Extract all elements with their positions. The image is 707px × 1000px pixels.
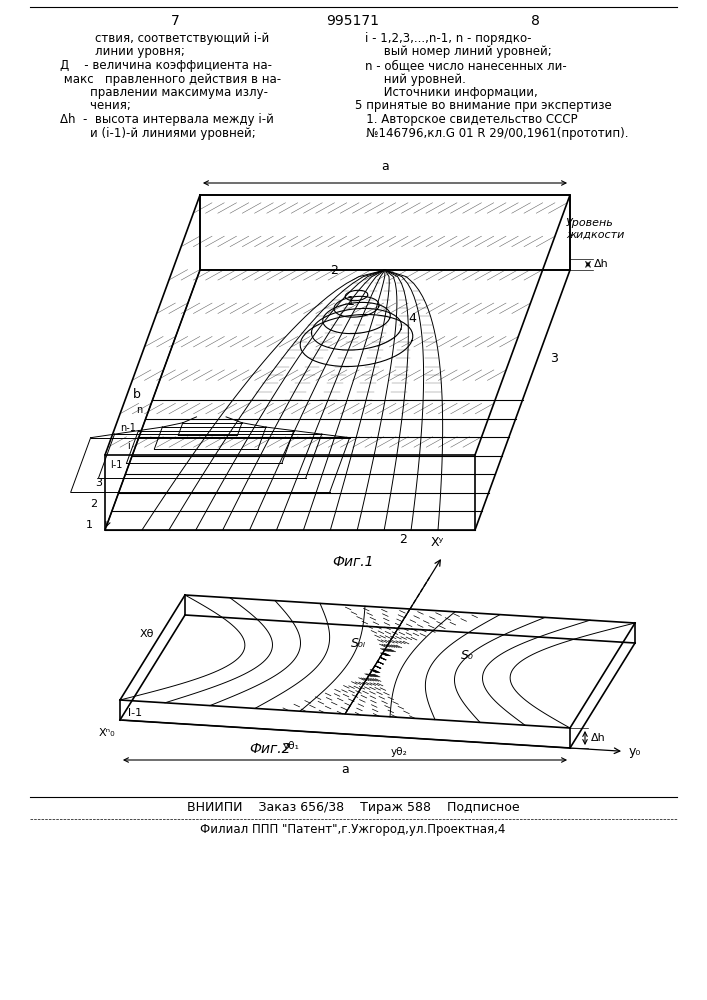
- Text: 7: 7: [170, 14, 180, 28]
- Text: Δh  -  высота интервала между i-й: Δh - высота интервала между i-й: [60, 113, 274, 126]
- Text: i - 1,2,3,...,n-1, n - порядко-: i - 1,2,3,...,n-1, n - порядко-: [365, 32, 532, 45]
- Text: a: a: [381, 160, 389, 173]
- Text: l-1: l-1: [110, 460, 123, 470]
- Text: Xʸ: Xʸ: [431, 536, 444, 548]
- Text: линии уровня;: линии уровня;: [95, 45, 185, 58]
- Text: S₀: S₀: [461, 649, 474, 662]
- Text: 3: 3: [551, 353, 559, 365]
- Text: вый номер линий уровней;: вый номер линий уровней;: [365, 45, 551, 58]
- Text: Δh: Δh: [594, 259, 609, 269]
- Text: 2: 2: [399, 533, 407, 546]
- Text: 1: 1: [347, 295, 355, 308]
- Text: n-1: n-1: [120, 423, 136, 433]
- Text: yθ₁: yθ₁: [283, 741, 300, 751]
- Text: 1: 1: [86, 520, 93, 530]
- Text: Источники информации,: Источники информации,: [365, 86, 538, 99]
- Text: Фиг.1: Фиг.1: [332, 555, 374, 569]
- Text: Фиг.2: Фиг.2: [250, 742, 291, 756]
- Text: Δh: Δh: [591, 733, 606, 743]
- Text: ствия, соответствующий i-й: ствия, соответствующий i-й: [95, 32, 269, 45]
- Text: n - общее число нанесенных ли-: n - общее число нанесенных ли-: [365, 59, 567, 72]
- Text: 8: 8: [530, 14, 539, 28]
- Text: ВНИИПИ    Заказ 656/38    Тираж 588    Подписное: ВНИИПИ Заказ 656/38 Тираж 588 Подписное: [187, 801, 520, 814]
- Text: 2: 2: [331, 264, 339, 277]
- Text: 2: 2: [90, 499, 98, 509]
- Text: l-1: l-1: [128, 708, 142, 718]
- Text: 995171: 995171: [327, 14, 380, 28]
- Text: n: n: [136, 405, 143, 415]
- Text: 1. Авторское свидетельство СССР: 1. Авторское свидетельство СССР: [355, 113, 578, 126]
- Text: y₀: y₀: [629, 745, 641, 758]
- Text: Xθ: Xθ: [139, 629, 154, 639]
- Text: S₀ₗ: S₀ₗ: [351, 637, 366, 650]
- Text: i: i: [127, 441, 129, 451]
- Text: ний уровней.: ний уровней.: [365, 73, 466, 86]
- Text: 5 принятые во внимание при экспертизе: 5 принятые во внимание при экспертизе: [355, 100, 612, 112]
- Text: Филиал ППП "Патент",г.Ужгород,ул.Проектная,4: Филиал ППП "Патент",г.Ужгород,ул.Проектн…: [200, 823, 506, 836]
- Text: a: a: [341, 763, 349, 776]
- Text: yθ₂: yθ₂: [391, 747, 407, 757]
- Text: 3: 3: [95, 478, 102, 488]
- Text: правлении максимума излу-: правлении максимума излу-: [60, 86, 268, 99]
- Text: Xⁿ₀: Xⁿ₀: [98, 728, 115, 738]
- Text: №146796,кл.G 01 R 29/00,1961(прототип).: №146796,кл.G 01 R 29/00,1961(прототип).: [355, 126, 629, 139]
- Text: 4: 4: [408, 312, 416, 324]
- Text: макс   правленного действия в на-: макс правленного действия в на-: [60, 73, 281, 86]
- Text: и (i-1)-й линиями уровней;: и (i-1)-й линиями уровней;: [60, 126, 256, 139]
- Text: b: b: [133, 388, 141, 401]
- Text: Уровень
жидкости: Уровень жидкости: [566, 218, 624, 240]
- Text: чения;: чения;: [60, 100, 131, 112]
- Text: Д    - величина коэффициента на-: Д - величина коэффициента на-: [60, 59, 272, 72]
